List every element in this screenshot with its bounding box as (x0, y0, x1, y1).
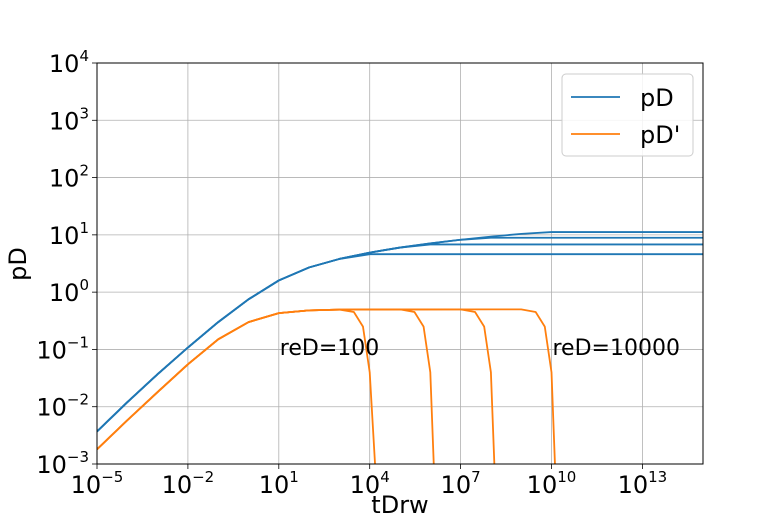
series-line-pd-reD-10000 (97, 231, 703, 433)
x-tick-exponent: −5 (101, 468, 123, 486)
y-tick-label: 101 (49, 219, 89, 250)
legend-label: pD (640, 84, 674, 112)
y-tick-label: 104 (49, 47, 89, 78)
x-tick-label: 107 (441, 468, 481, 499)
y-tick-exponent: 4 (79, 47, 89, 65)
y-tick-base: 10 (49, 165, 80, 193)
x-tick-base: 10 (527, 471, 558, 499)
y-tick-label: 103 (49, 104, 89, 135)
y-tick-base: 10 (49, 222, 80, 250)
y-tick-exponent: −3 (67, 448, 89, 466)
legend: pD pD' (561, 73, 694, 157)
y-tick-base: 10 (49, 279, 80, 307)
x-tick-exponent: 7 (471, 468, 481, 486)
plot-frame (96, 62, 704, 465)
y-tick-exponent: 2 (79, 162, 89, 180)
x-tick-label: 10−2 (162, 468, 215, 499)
x-tick-exponent: 1 (289, 468, 299, 486)
x-tick-label: 104 (350, 468, 390, 499)
x-tick-exponent: 10 (557, 468, 576, 486)
x-tick-exponent: 4 (380, 468, 390, 486)
legend-box (561, 73, 694, 157)
y-tick-label: 10−2 (36, 391, 89, 422)
series-layer (97, 231, 703, 464)
y-axis-label: pD (4, 247, 32, 281)
x-axis-label: tDrw (371, 491, 428, 519)
y-tick-base: 10 (36, 451, 67, 479)
x-axis-ticks: 10−5 10−2 101 104 107 1010 1013 (71, 464, 668, 499)
y-tick-exponent: −2 (67, 391, 89, 409)
series-line-pd-prime-reD-10000 (97, 308, 556, 464)
x-tick-base: 10 (259, 471, 290, 499)
legend-label: pD' (640, 121, 680, 149)
x-tick-base: 10 (71, 471, 102, 499)
annotation-label: reD=100 (280, 336, 379, 361)
y-tick-base: 10 (49, 107, 80, 135)
y-tick-base: 10 (49, 50, 80, 78)
y-tick-base: 10 (36, 394, 67, 422)
x-tick-label: 1010 (527, 468, 577, 499)
x-tick-label: 1013 (618, 468, 668, 499)
x-tick-base: 10 (162, 471, 193, 499)
y-tick-exponent: 0 (79, 276, 89, 294)
x-tick-base: 10 (350, 471, 381, 499)
annotations: reD=100 reD=10000 (280, 336, 680, 361)
x-tick-exponent: −2 (192, 468, 214, 486)
y-tick-exponent: 3 (79, 104, 89, 122)
x-tick-label: 101 (259, 468, 299, 499)
y-tick-exponent: 1 (79, 219, 89, 237)
y-tick-label: 10−3 (36, 448, 89, 479)
x-tick-exponent: 13 (648, 468, 667, 486)
x-tick-base: 10 (441, 471, 472, 499)
x-tick-label: 10−5 (71, 468, 124, 499)
x-tick-base: 10 (618, 471, 649, 499)
y-tick-label: 100 (49, 276, 89, 307)
y-tick-exponent: −1 (67, 333, 89, 351)
y-tick-base: 10 (36, 336, 67, 364)
y-tick-label: 10−1 (36, 333, 89, 364)
y-tick-label: 102 (49, 162, 89, 193)
annotation-label: reD=10000 (553, 336, 680, 361)
